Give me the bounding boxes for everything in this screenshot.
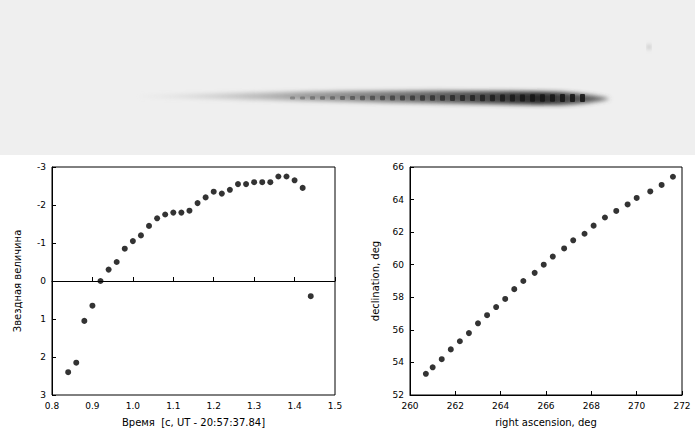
svg-text:2: 2 <box>40 352 46 362</box>
svg-text:right ascension, deg: right ascension, deg <box>495 417 597 428</box>
svg-text:0: 0 <box>40 276 46 286</box>
svg-text:1.2: 1.2 <box>207 401 221 411</box>
svg-text:54: 54 <box>393 357 405 367</box>
svg-text:58: 58 <box>393 292 405 302</box>
svg-text:3: 3 <box>40 390 46 400</box>
svg-text:262: 262 <box>447 401 464 411</box>
svg-text:64: 64 <box>393 195 405 205</box>
svg-text:264: 264 <box>492 401 509 411</box>
svg-text:0.9: 0.9 <box>85 401 100 411</box>
svg-text:60: 60 <box>393 260 405 270</box>
svg-text:270: 270 <box>628 401 645 411</box>
svg-text:1: 1 <box>40 314 46 324</box>
svg-text:56: 56 <box>393 325 405 335</box>
svg-text:1.5: 1.5 <box>328 401 342 411</box>
svg-text:-3: -3 <box>37 162 46 172</box>
svg-text:1.4: 1.4 <box>287 401 302 411</box>
svg-text:1.1: 1.1 <box>166 401 180 411</box>
svg-text:-1: -1 <box>37 238 46 248</box>
svg-text:266: 266 <box>537 401 554 411</box>
svg-text:1.3: 1.3 <box>247 401 261 411</box>
svg-text:62: 62 <box>393 227 404 237</box>
svg-text:-2: -2 <box>37 200 46 210</box>
svg-text:0.8: 0.8 <box>45 401 60 411</box>
svg-text:268: 268 <box>583 401 600 411</box>
svg-text:52: 52 <box>393 390 404 400</box>
svg-text:declination, deg: declination, deg <box>370 241 381 321</box>
svg-text:Звездная величина: Звездная величина <box>12 230 23 333</box>
svg-text:1.0: 1.0 <box>126 401 141 411</box>
svg-text:272: 272 <box>673 401 690 411</box>
svg-text:66: 66 <box>393 162 405 172</box>
svg-text:260: 260 <box>401 401 418 411</box>
svg-text:Время [с, UT - 20:57:37.84]: Время [с, UT - 20:57:37.84] <box>122 417 265 428</box>
